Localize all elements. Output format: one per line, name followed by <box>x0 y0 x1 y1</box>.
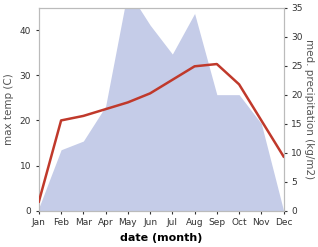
X-axis label: date (month): date (month) <box>120 233 203 243</box>
Y-axis label: max temp (C): max temp (C) <box>4 73 14 145</box>
Y-axis label: med. precipitation (kg/m2): med. precipitation (kg/m2) <box>304 39 314 179</box>
